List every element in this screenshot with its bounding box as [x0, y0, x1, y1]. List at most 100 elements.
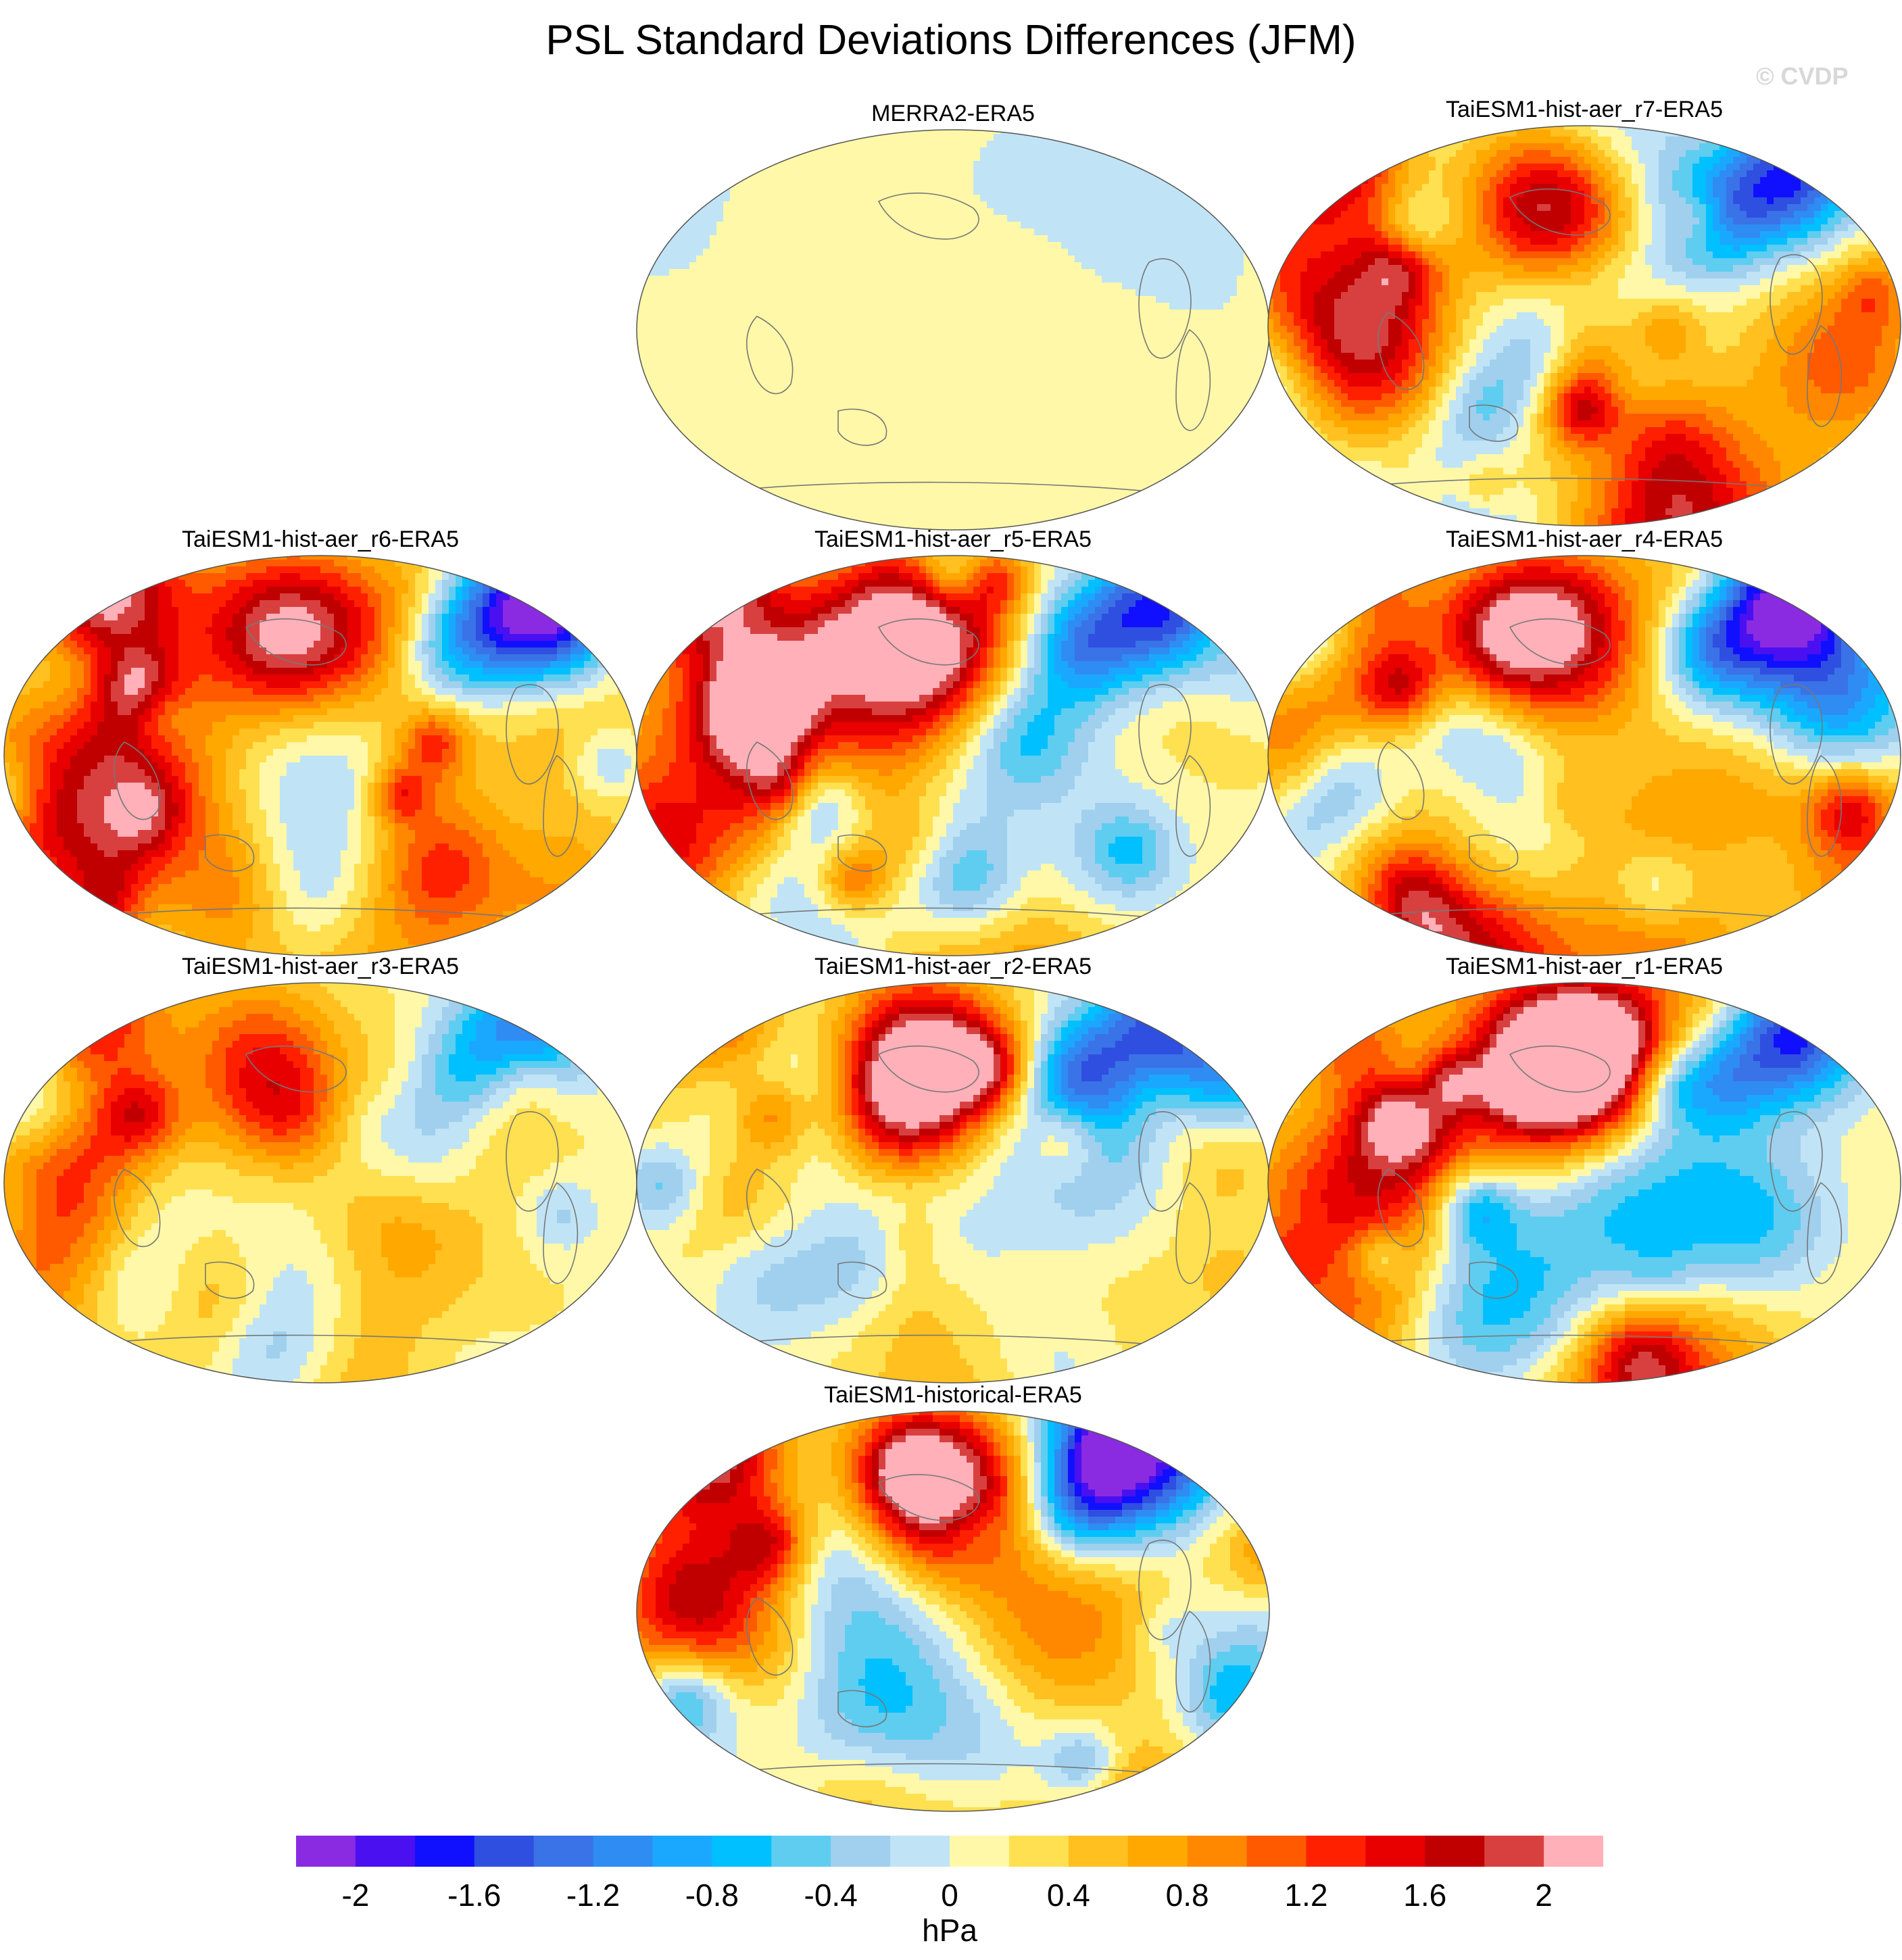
- map-r3: [3, 982, 637, 1383]
- colorbar-tick-label: -1.2: [546, 1878, 641, 1913]
- colorbar-swatch: [1068, 1836, 1129, 1867]
- map-historical: [636, 1411, 1270, 1812]
- coastline: [837, 1690, 887, 1728]
- coastline: [1770, 254, 1823, 355]
- map-r5: [636, 555, 1270, 956]
- colorbar-swatch: [831, 1836, 891, 1867]
- colorbar-swatch: [1544, 1836, 1603, 1867]
- panel-title: MERRA2-ERA5: [635, 100, 1271, 127]
- map-r4: [1267, 555, 1901, 956]
- coastline: [114, 741, 161, 820]
- coastline: [746, 316, 794, 395]
- coastline: [1138, 684, 1192, 785]
- map-panel-merra2: MERRA2-ERA5: [635, 100, 1271, 546]
- colorbar-swatch: [1306, 1836, 1366, 1867]
- map-border: [1267, 555, 1901, 956]
- panel-title: TaiESM1-hist-aer_r3-ERA5: [3, 953, 638, 980]
- coastline: [245, 618, 347, 666]
- panel-title: TaiESM1-hist-aer_r2-ERA5: [635, 953, 1271, 980]
- colorbar-swatch: [1365, 1836, 1425, 1867]
- coastline: [877, 1045, 979, 1093]
- coastline: [83, 1334, 558, 1349]
- coastline: [1509, 188, 1611, 236]
- colorbar-tick-label: 0.4: [1021, 1878, 1116, 1913]
- coastline: [1469, 1261, 1519, 1299]
- watermark: © CVDP: [1756, 62, 1849, 91]
- colorbar-swatch: [771, 1836, 831, 1867]
- map-border: [636, 1411, 1270, 1812]
- coastline: [543, 754, 579, 857]
- coastline: [746, 741, 794, 820]
- map-panel-r5: TaiESM1-hist-aer_r5-ERA5: [635, 526, 1271, 972]
- coastline: [837, 408, 887, 446]
- coastline: [1469, 404, 1519, 442]
- colorbar-swatch: [890, 1836, 950, 1867]
- coastline: [1175, 328, 1211, 431]
- map-r6: [3, 555, 637, 956]
- map-panel-r7: TaiESM1-hist-aer_r7-ERA5: [1267, 96, 1902, 542]
- coastline: [205, 834, 255, 872]
- panel-title: TaiESM1-historical-ERA5: [635, 1381, 1271, 1408]
- colorbar-swatch: [355, 1836, 416, 1867]
- panel-title: TaiESM1-hist-aer_r5-ERA5: [635, 526, 1271, 553]
- coastline: [1807, 1181, 1843, 1284]
- coastline: [716, 1763, 1190, 1778]
- map-r7: [1267, 125, 1901, 526]
- map-border: [1267, 982, 1901, 1383]
- coastline: [877, 192, 979, 240]
- colorbar-tick-label: 0.8: [1140, 1878, 1235, 1913]
- coastline: [1347, 1334, 1822, 1349]
- colorbar-swatch: [1008, 1836, 1069, 1867]
- coastline: [716, 1334, 1190, 1349]
- panel-title: TaiESM1-hist-aer_r7-ERA5: [1267, 96, 1902, 123]
- map-border: [1267, 125, 1901, 526]
- colorbar-tick-label: -0.4: [783, 1878, 878, 1913]
- map-panel-r1: TaiESM1-hist-aer_r1-ERA5: [1267, 953, 1902, 1399]
- coastline: [1347, 477, 1822, 492]
- coastline: [1770, 684, 1823, 785]
- coastline: [746, 1597, 794, 1676]
- coastline: [1347, 907, 1822, 922]
- coastline: [1175, 754, 1211, 857]
- map-merra2: [636, 129, 1270, 531]
- coastline: [1469, 834, 1519, 872]
- map-r2: [636, 982, 1270, 1383]
- colorbar-tick-label: -1.6: [427, 1878, 522, 1913]
- colorbar-swatch: [652, 1836, 712, 1867]
- figure-title: PSL Standard Deviations Differences (JFM…: [0, 15, 1902, 66]
- coastline: [1807, 754, 1843, 857]
- coastline: [716, 481, 1190, 496]
- coastline: [1138, 1540, 1192, 1640]
- coastline: [1138, 1111, 1192, 1212]
- coastline: [205, 1261, 255, 1299]
- map-panel-r6: TaiESM1-hist-aer_r6-ERA5: [3, 526, 638, 972]
- colorbar-swatch: [296, 1836, 356, 1867]
- coastline: [1377, 741, 1425, 820]
- coastline: [83, 907, 558, 922]
- colorbar-tick-label: 1.2: [1259, 1878, 1353, 1913]
- coastline: [1175, 1610, 1211, 1713]
- colorbar-swatch: [414, 1836, 475, 1867]
- coastline: [245, 1045, 347, 1093]
- coastline: [1509, 618, 1611, 666]
- coastline: [506, 684, 559, 785]
- coastline: [1509, 1045, 1611, 1093]
- colorbar-tick-label: 0: [902, 1878, 997, 1913]
- colorbar-tick-label: -0.8: [664, 1878, 759, 1913]
- map-panel-r3: TaiESM1-hist-aer_r3-ERA5: [3, 953, 638, 1399]
- coastline: [543, 1181, 579, 1284]
- colorbar-tick-label: -2: [308, 1878, 403, 1913]
- colorbar-unit: hPa: [882, 1913, 1017, 1948]
- coastline: [837, 1261, 887, 1299]
- coastline: [716, 907, 1190, 922]
- colorbar-tick-label: 2: [1496, 1878, 1591, 1913]
- coastline: [746, 1169, 794, 1248]
- map-panel-r4: TaiESM1-hist-aer_r4-ERA5: [1267, 526, 1902, 972]
- coastline: [506, 1111, 559, 1212]
- coastline: [1377, 312, 1425, 391]
- colorbar-swatch: [1187, 1836, 1248, 1867]
- coastline: [1175, 1181, 1211, 1284]
- colorbar-swatch: [1484, 1836, 1544, 1867]
- coastline: [1377, 1169, 1425, 1248]
- colorbar-swatch: [533, 1836, 594, 1867]
